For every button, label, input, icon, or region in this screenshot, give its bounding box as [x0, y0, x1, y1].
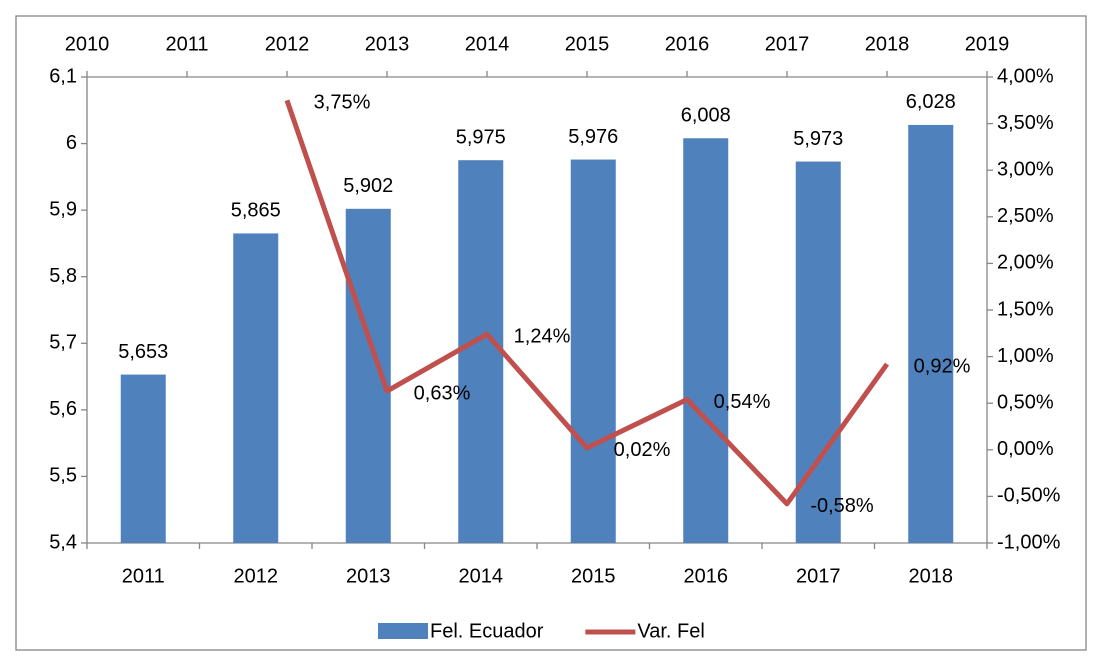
bar-value-label: 5,865: [231, 200, 281, 222]
line-value-label: 0,02%: [614, 439, 671, 461]
line-value-label: -0,58%: [810, 495, 874, 517]
x2-tick-label: 2015: [565, 33, 610, 55]
y2-tick-label: 3,50%: [997, 112, 1054, 134]
y2-tick-label: 3,00%: [997, 158, 1054, 180]
bar-value-label: 5,976: [568, 126, 618, 148]
x-tick-label: 2018: [909, 565, 954, 587]
chart-border: [15, 15, 1087, 651]
bar-value-label: 6,008: [681, 105, 731, 127]
y-tick-label: 5,8: [49, 265, 77, 287]
y2-tick-label: -0,50%: [997, 485, 1061, 507]
bar-value-label: 5,973: [793, 128, 843, 150]
bar-value-label: 6,028: [906, 91, 956, 113]
y2-tick-label: 2,00%: [997, 252, 1054, 274]
x-tick-label: 2015: [571, 565, 616, 587]
y-tick-label: 5,6: [49, 398, 77, 420]
bar: [908, 124, 954, 543]
line: [284, 99, 890, 507]
line-value-label: 0,63%: [414, 382, 471, 404]
x2-tick-label: 2011: [165, 33, 208, 55]
bar: [683, 138, 729, 543]
x2-tick-label: 2019: [965, 33, 1010, 55]
y2-tick-label: 1,50%: [997, 298, 1054, 320]
y-tick-label: 6: [66, 132, 77, 154]
y2-tick-label: 1,00%: [997, 345, 1054, 367]
line-value-label: 3,75%: [314, 92, 371, 114]
y-tick-label: 6,1: [49, 65, 77, 87]
x-tick-label: 2017: [796, 565, 841, 587]
bar: [458, 160, 504, 543]
legend-swatch: [378, 623, 428, 639]
bar: [233, 233, 279, 543]
line-value-label: 0,92%: [914, 355, 971, 377]
legend-label: Var. Fel: [637, 620, 704, 642]
y2-tick-label: 4,00%: [997, 65, 1054, 87]
bar: [570, 159, 616, 543]
x-tick-label: 2014: [459, 565, 504, 587]
x2-tick-label: 2013: [365, 33, 410, 55]
x2-tick-label: 2014: [465, 33, 510, 55]
y2-tick-label: 0,00%: [997, 438, 1054, 460]
y-tick-label: 5,9: [49, 198, 77, 220]
x2-tick-label: 2016: [665, 33, 710, 55]
y-tick-label: 5,7: [49, 332, 77, 354]
y2-tick-label: 0,50%: [997, 391, 1054, 413]
bar: [120, 374, 166, 543]
x-tick-label: 2016: [684, 565, 729, 587]
x2-tick-label: 2010: [65, 33, 110, 55]
line-value-label: 1,24%: [514, 326, 571, 348]
x2-tick-label: 2018: [865, 33, 910, 55]
y-tick-label: 5,4: [49, 531, 77, 553]
x-tick-label: 2011: [122, 565, 165, 587]
bar-value-label: 5,653: [118, 341, 168, 363]
bar-value-label: 5,975: [456, 126, 506, 148]
y2-tick-label: 2,50%: [997, 205, 1054, 227]
legend-label: Fel. Ecuador: [430, 620, 544, 642]
x-tick-label: 2013: [346, 565, 391, 587]
x-tick-label: 2012: [234, 565, 279, 587]
line-value-label: 0,54%: [714, 391, 771, 413]
y2-tick-label: -1,00%: [997, 531, 1061, 553]
y-tick-label: 5,5: [49, 465, 77, 487]
bar-value-label: 5,902: [343, 175, 393, 197]
x2-tick-label: 2012: [265, 33, 310, 55]
x2-tick-label: 2017: [765, 33, 810, 55]
